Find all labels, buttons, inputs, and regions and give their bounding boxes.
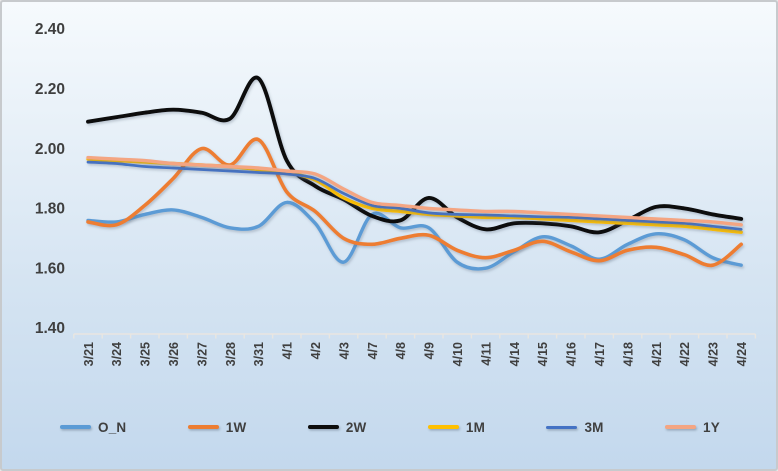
y-tick-label: 2.20 [35, 81, 65, 98]
legend-item-1W[interactable]: 1W [187, 419, 247, 435]
x-tick-label: 4/9 [423, 342, 437, 359]
x-tick-label: 3/21 [82, 342, 96, 366]
series-line-3M[interactable] [86, 160, 743, 231]
x-tick-label: 3/31 [252, 342, 266, 366]
series-line-2W[interactable] [86, 75, 744, 235]
legend-label: O_N [98, 419, 127, 435]
legend-item-3M[interactable]: 3M [546, 420, 603, 435]
legend-item-O_N[interactable]: O_N [60, 420, 126, 435]
series-line-1Y[interactable] [86, 155, 743, 227]
series-line-1W[interactable] [86, 137, 743, 268]
legend-swatch-2W [307, 424, 339, 430]
x-tick-label: 4/17 [593, 342, 607, 366]
x-tick-label: 4/8 [394, 342, 408, 359]
legend-label: 1M [465, 419, 486, 435]
x-tick-label: 4/1 [281, 342, 295, 359]
x-tick-label: 4/22 [678, 342, 692, 366]
series-line-O_N[interactable] [86, 200, 743, 271]
legend-swatch-1Y [665, 424, 697, 430]
legend-item-1Y[interactable]: 1Y [665, 420, 720, 435]
x-tick-label: 4/15 [536, 342, 550, 366]
legend-swatch-3M [546, 425, 578, 429]
x-tick-label: 3/25 [139, 342, 153, 366]
x-tick-label: 4/16 [565, 342, 579, 366]
legend-item-2W[interactable]: 2W [307, 419, 367, 435]
legend-label: 1Y [703, 419, 720, 435]
x-tick-label: 4/18 [621, 342, 635, 366]
x-tick-label: 4/24 [735, 342, 749, 366]
y-tick-label: 1.80 [35, 201, 65, 218]
y-tick-label: 1.60 [35, 260, 65, 277]
legend-swatch-O_N [60, 424, 91, 430]
x-tick-label: 4/10 [451, 342, 465, 366]
legend-label: 2W [345, 419, 367, 435]
x-tick-label: 3/28 [224, 342, 238, 366]
y-tick-label: 1.40 [35, 320, 65, 337]
x-tick-label: 4/23 [707, 342, 721, 366]
legend-swatch-1W [187, 424, 219, 430]
legend-swatch-1M [427, 424, 459, 430]
x-tick-label: 4/3 [337, 342, 351, 359]
legend-label: 3M [584, 419, 604, 435]
y-tick-label: 2.00 [35, 141, 65, 158]
legend-label: 1W [225, 419, 247, 435]
x-tick-label: 4/7 [366, 342, 380, 359]
x-tick-label: 3/27 [195, 342, 209, 366]
y-tick-label: 2.40 [35, 21, 65, 38]
legend: O_N 1W 2W 1M 3M 1Y [60, 415, 720, 439]
x-tick-label: 4/14 [508, 342, 522, 366]
legend-item-1M[interactable]: 1M [427, 419, 486, 435]
x-tick-label: 4/2 [309, 342, 323, 359]
x-tick-label: 3/24 [110, 342, 124, 366]
x-tick-label: 4/21 [650, 342, 664, 366]
x-tick-label: 4/11 [479, 342, 493, 366]
x-tick-label: 3/26 [167, 342, 181, 366]
